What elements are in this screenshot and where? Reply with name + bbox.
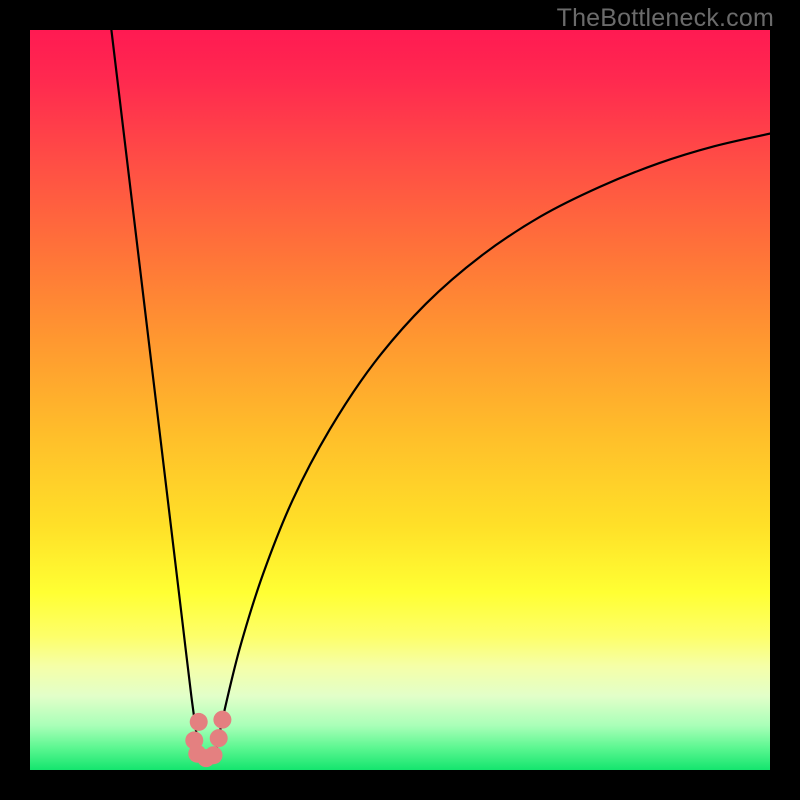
marker-dot	[190, 713, 208, 731]
bottleneck-curve-chart	[0, 0, 800, 800]
marker-dot	[213, 711, 231, 729]
watermark-text: TheBottleneck.com	[557, 4, 774, 33]
chart-container: TheBottleneck.com	[0, 0, 800, 800]
marker-dot	[205, 746, 223, 764]
marker-dot	[210, 729, 228, 747]
